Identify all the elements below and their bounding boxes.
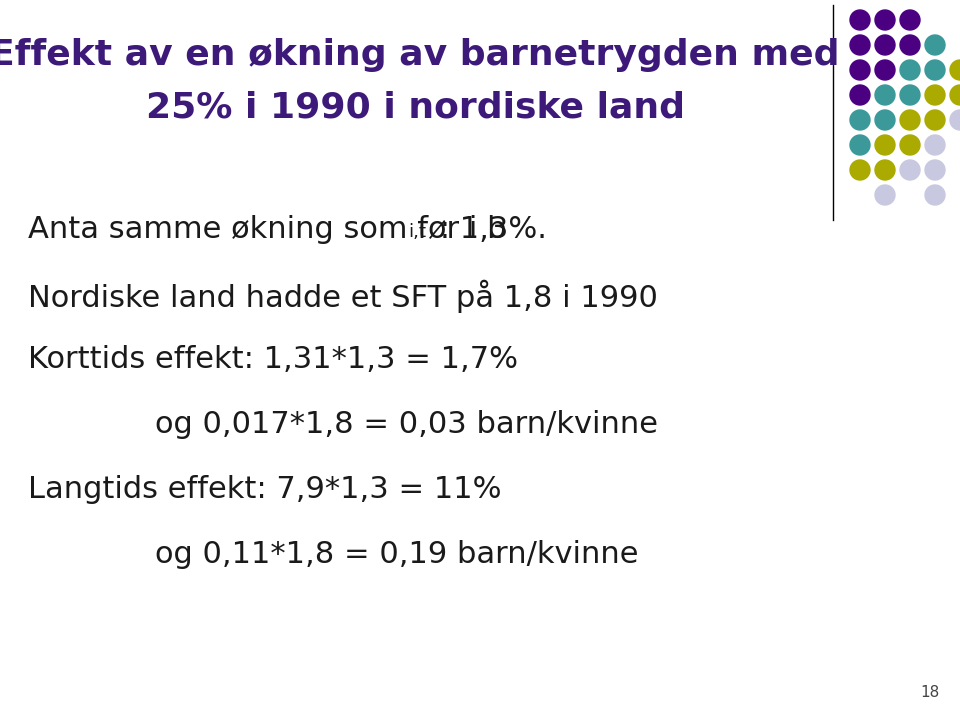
Circle shape [925, 85, 945, 105]
Circle shape [850, 160, 870, 180]
Text: Langtids effekt: 7,9*1,3 = 11%: Langtids effekt: 7,9*1,3 = 11% [28, 475, 501, 504]
Circle shape [925, 135, 945, 155]
Circle shape [900, 60, 920, 80]
Circle shape [925, 110, 945, 130]
Circle shape [950, 110, 960, 130]
Circle shape [900, 135, 920, 155]
Circle shape [850, 110, 870, 130]
Circle shape [850, 35, 870, 55]
Text: Nordiske land hadde et SFT på 1,8 i 1990: Nordiske land hadde et SFT på 1,8 i 1990 [28, 280, 658, 314]
Text: : 1,3%.: : 1,3%. [430, 215, 547, 244]
Circle shape [900, 160, 920, 180]
Circle shape [875, 35, 895, 55]
Circle shape [875, 85, 895, 105]
Text: og 0,017*1,8 = 0,03 barn/kvinne: og 0,017*1,8 = 0,03 barn/kvinne [155, 410, 658, 439]
Circle shape [900, 85, 920, 105]
Circle shape [875, 135, 895, 155]
Circle shape [900, 110, 920, 130]
Circle shape [875, 10, 895, 30]
Circle shape [875, 160, 895, 180]
Circle shape [875, 185, 895, 205]
Text: 18: 18 [921, 685, 940, 700]
Text: i,t: i,t [408, 223, 426, 241]
Text: og 0,11*1,8 = 0,19 barn/kvinne: og 0,11*1,8 = 0,19 barn/kvinne [155, 540, 638, 569]
Circle shape [850, 10, 870, 30]
Circle shape [900, 10, 920, 30]
Circle shape [950, 60, 960, 80]
Text: Effekt av en økning av barnetrygden med: Effekt av en økning av barnetrygden med [0, 38, 840, 72]
Circle shape [950, 85, 960, 105]
Circle shape [850, 135, 870, 155]
Text: Korttids effekt: 1,31*1,3 = 1,7%: Korttids effekt: 1,31*1,3 = 1,7% [28, 345, 518, 374]
Circle shape [925, 60, 945, 80]
Circle shape [850, 60, 870, 80]
Circle shape [900, 35, 920, 55]
Circle shape [925, 35, 945, 55]
Circle shape [875, 110, 895, 130]
Circle shape [850, 85, 870, 105]
Text: Anta samme økning som før i b: Anta samme økning som før i b [28, 215, 507, 244]
Text: 25% i 1990 i nordiske land: 25% i 1990 i nordiske land [146, 90, 684, 124]
Circle shape [925, 185, 945, 205]
Circle shape [925, 160, 945, 180]
Circle shape [875, 60, 895, 80]
